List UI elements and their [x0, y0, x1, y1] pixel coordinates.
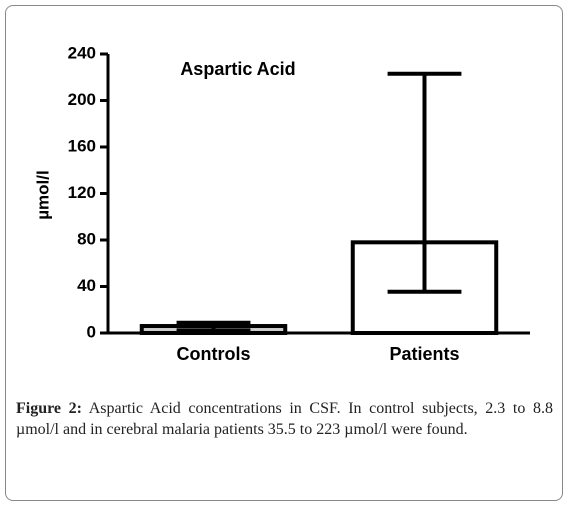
caption-text: Aspartic Acid concentrations in CSF. In …	[16, 400, 554, 438]
figure-frame	[5, 5, 563, 501]
y-tick-label: 200	[68, 90, 96, 109]
y-tick-label: 80	[77, 229, 96, 248]
y-tick-label: 0	[87, 322, 96, 341]
y-tick-label: 120	[68, 183, 96, 202]
y-tick-label: 40	[77, 276, 96, 295]
y-tick-label: 160	[68, 136, 96, 155]
caption: Figure 2: Aspartic Acid concentrations i…	[16, 398, 553, 440]
x-tick-label: Patients	[389, 344, 459, 364]
y-axis-label: µmol/l	[33, 170, 52, 219]
chart-title: Aspartic Acid	[180, 59, 295, 79]
caption-label: Figure 2:	[16, 400, 82, 417]
x-tick-label: Controls	[177, 344, 251, 364]
chart: Aspartic Acid µmol/l 0 40 80 120 160 200 240 Co…	[33, 43, 530, 364]
y-tick-label: 240	[68, 43, 96, 62]
